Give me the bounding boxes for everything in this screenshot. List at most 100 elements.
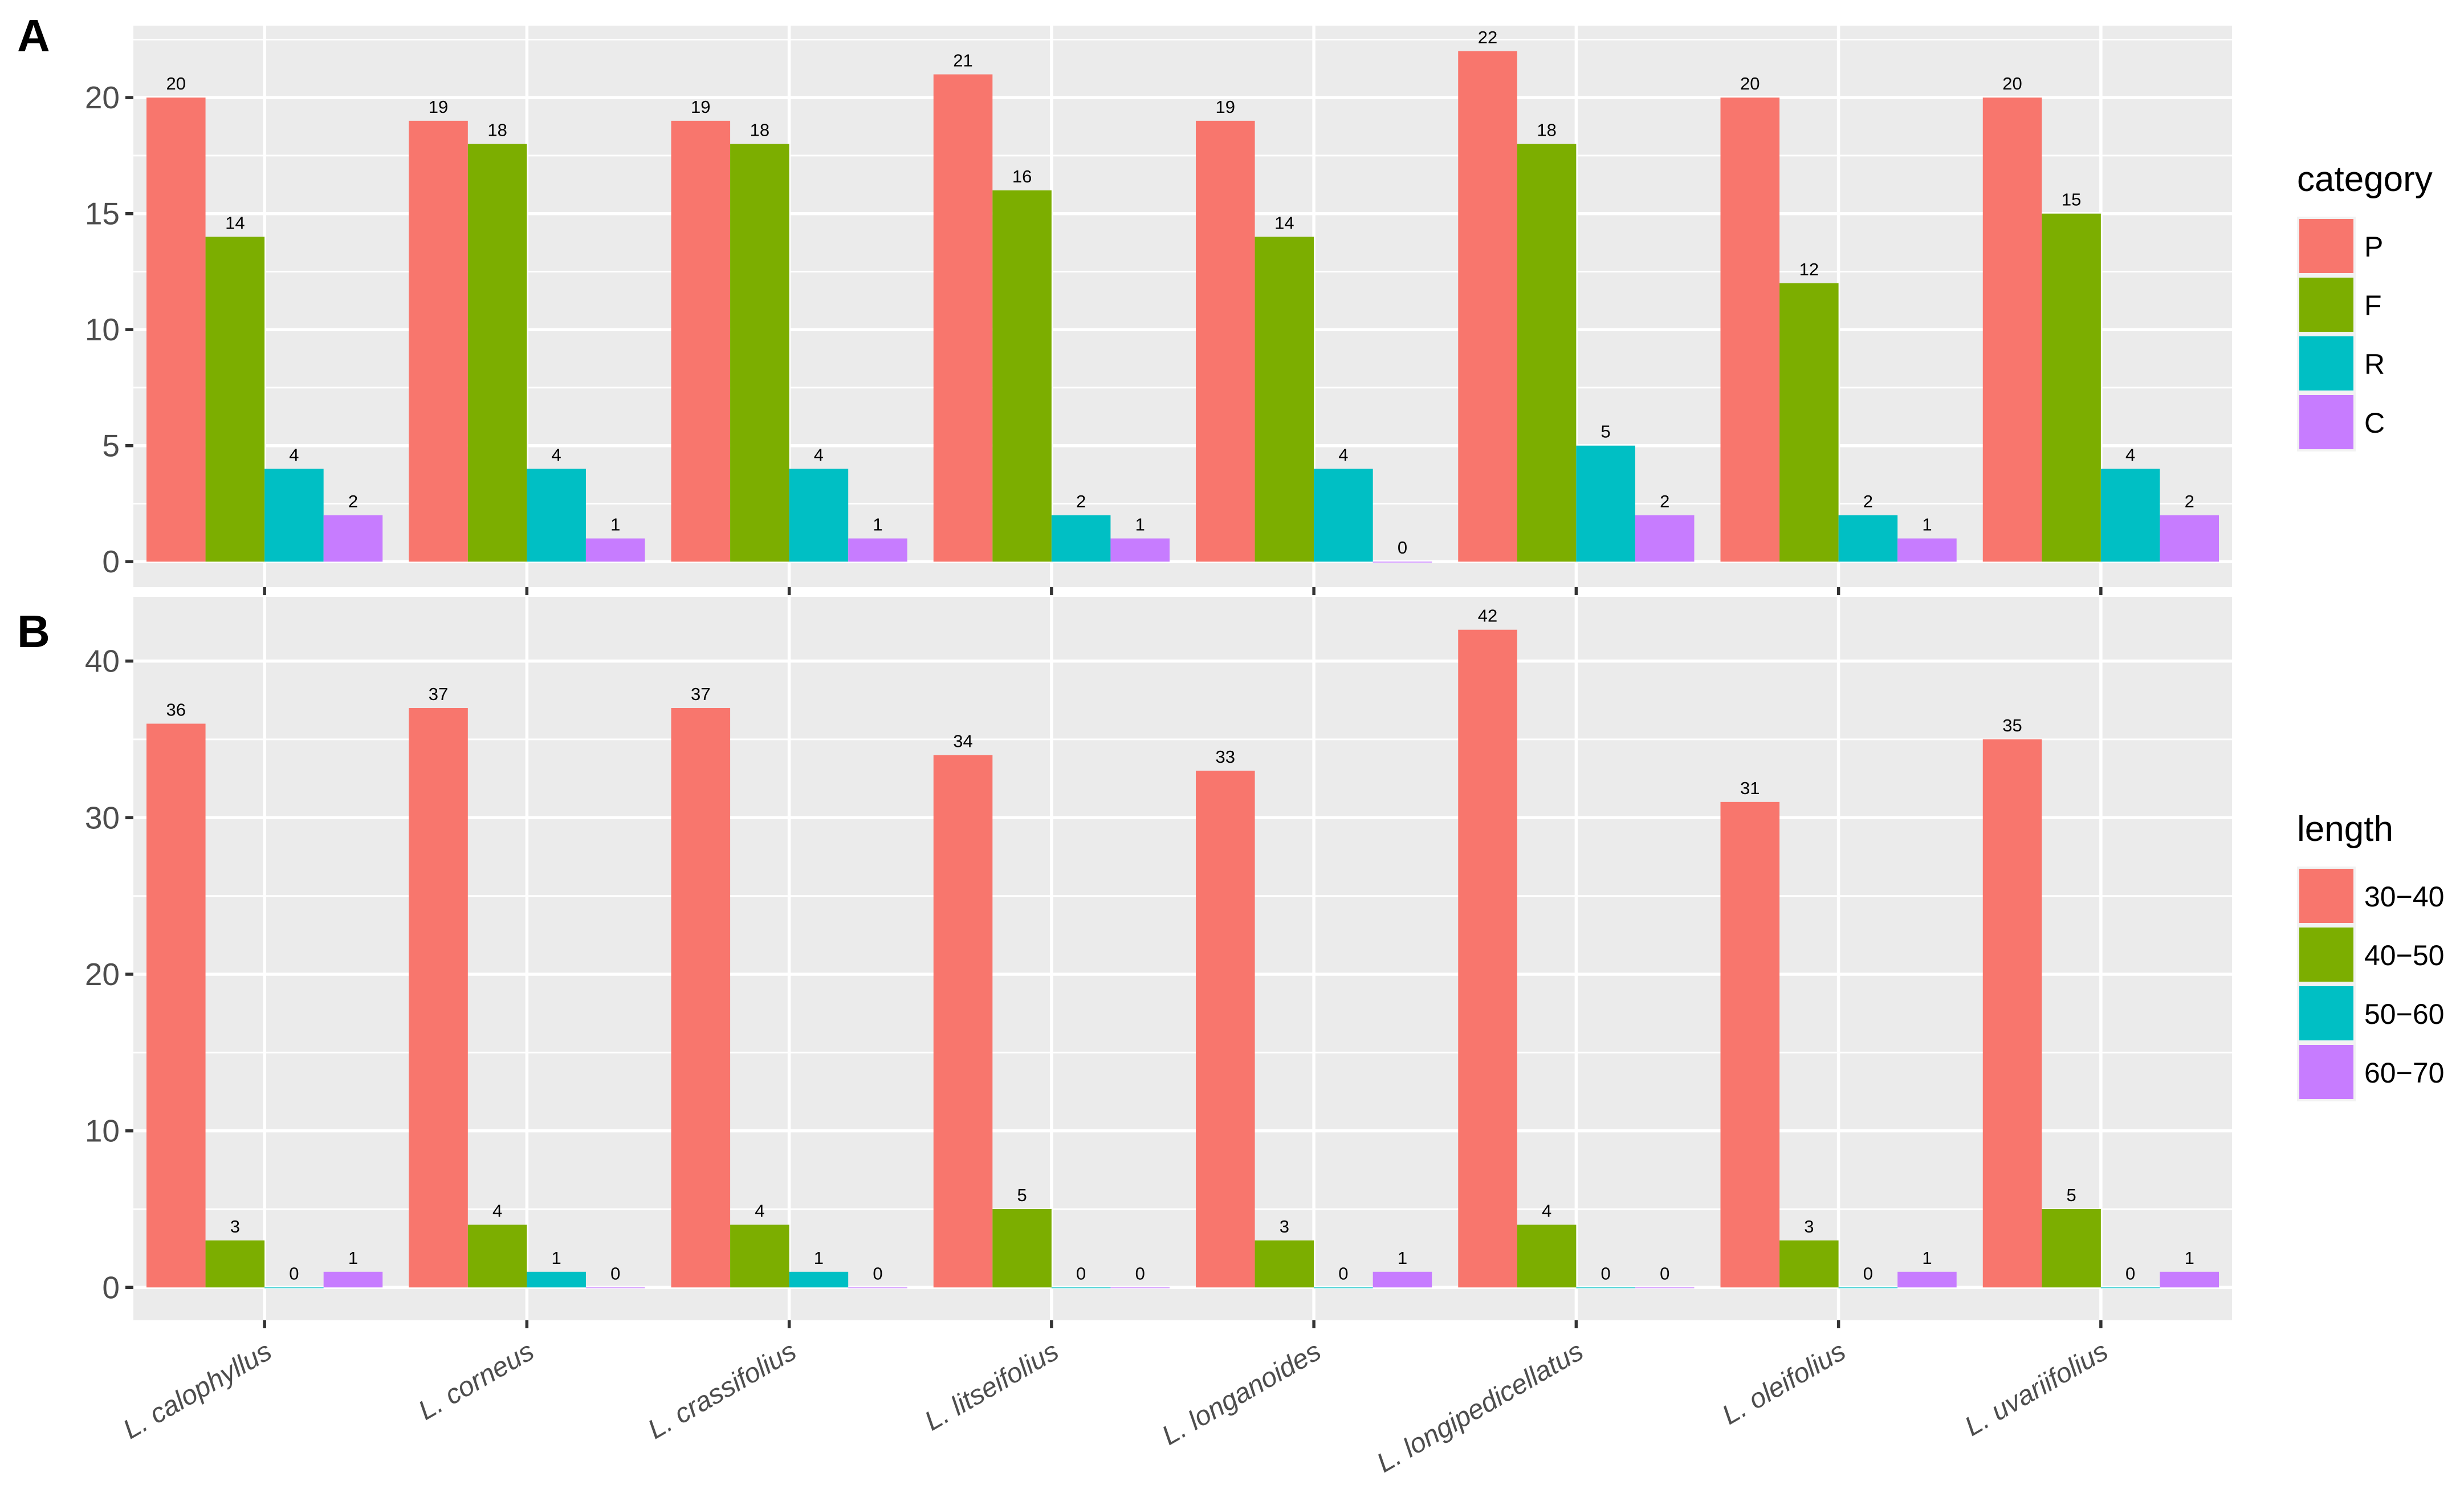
- bar-r-l-calophyllus: [264, 469, 324, 562]
- legend-label: F: [2364, 290, 2382, 322]
- bar-c-l-longipedicellatus: [1635, 515, 1695, 562]
- bar-value-label: 34: [953, 731, 972, 751]
- x-tick-label: L. uvariifolius: [1960, 1336, 2113, 1442]
- bar-30-40-l-corneus: [409, 708, 468, 1288]
- legend-title: category: [2297, 160, 2433, 199]
- bar-value-label: 37: [429, 684, 448, 704]
- bar-value-label: 4: [814, 445, 824, 465]
- bar-f-l-calophyllus: [205, 237, 265, 562]
- bar-value-label: 19: [1216, 97, 1235, 117]
- bar-value-label: 19: [691, 97, 710, 117]
- bar-value-label: 0: [1398, 538, 1407, 558]
- bar-f-l-longipedicellatus: [1517, 144, 1577, 562]
- bar-value-label: 1: [348, 1248, 358, 1268]
- y-tick-label: 20: [85, 957, 120, 992]
- bar-50-60-l-longipedicellatus: [1576, 1287, 1635, 1288]
- bar-value-label: 3: [1280, 1217, 1289, 1236]
- x-tick-label: L. oleifolius: [1717, 1336, 1851, 1431]
- legend-swatch-50-60: [2299, 986, 2353, 1040]
- bar-r-l-longanoides: [1314, 469, 1373, 562]
- bar-40-50-l-oleifolius: [1779, 1240, 1839, 1288]
- bar-60-70-l-longanoides: [1372, 1271, 1432, 1288]
- x-tick-label: L. longanoides: [1157, 1336, 1326, 1451]
- y-tick-label: 40: [85, 644, 120, 679]
- bar-f-l-longanoides: [1255, 237, 1314, 562]
- bar-f-l-oleifolius: [1779, 283, 1839, 562]
- bar-value-label: 1: [610, 515, 620, 535]
- bar-p-l-longipedicellatus: [1458, 51, 1517, 562]
- bar-value-label: 31: [1740, 778, 1760, 798]
- x-tick-label: L. crassifolius: [643, 1336, 801, 1445]
- bar-value-label: 12: [1799, 259, 1819, 279]
- bar-50-60-l-longanoides: [1314, 1287, 1373, 1288]
- bar-p-l-longanoides: [1196, 120, 1255, 562]
- bar-50-60-l-corneus: [527, 1271, 586, 1288]
- bar-value-label: 22: [1478, 27, 1497, 47]
- bar-value-label: 2: [348, 491, 358, 511]
- bar-value-label: 2: [1660, 491, 1669, 511]
- panel-background: [133, 597, 2232, 1320]
- bar-value-label: 0: [2125, 1263, 2135, 1283]
- legend-swatch-p: [2299, 219, 2353, 273]
- bar-40-50-l-longanoides: [1255, 1240, 1314, 1288]
- bar-value-label: 0: [1135, 1263, 1145, 1283]
- bar-30-40-l-uvariifolius: [1982, 739, 2042, 1288]
- bar-30-40-l-litseifolius: [933, 755, 993, 1288]
- bar-value-label: 1: [814, 1248, 824, 1268]
- bar-p-l-oleifolius: [1720, 97, 1780, 562]
- bar-p-l-uvariifolius: [1982, 97, 2042, 562]
- bar-value-label: 20: [1740, 74, 1760, 93]
- bar-40-50-l-longipedicellatus: [1517, 1225, 1577, 1288]
- bar-value-label: 20: [166, 74, 186, 93]
- legend-label: 40−50: [2364, 939, 2444, 971]
- legend-length: length 30−40 40−50 50−60 60−70: [2297, 810, 2444, 1101]
- bar-value-label: 18: [487, 120, 507, 140]
- bar-value-label: 0: [289, 1263, 299, 1283]
- bar-40-50-l-calophyllus: [205, 1240, 265, 1288]
- legend-label: 30−40: [2364, 881, 2444, 913]
- y-tick-label: 10: [85, 312, 120, 347]
- y-tick-label: 30: [85, 800, 120, 835]
- bar-c-l-litseifolius: [1110, 538, 1170, 562]
- bar-c-l-uvariifolius: [2160, 515, 2219, 562]
- bar-value-label: 20: [2002, 74, 2022, 93]
- bar-50-60-l-crassifolius: [789, 1271, 849, 1288]
- y-tick-label: 20: [85, 80, 120, 115]
- legend-label: P: [2364, 231, 2383, 263]
- x-axis: L. calophyllus L. corneus L. crassifolius L…: [118, 1336, 2113, 1479]
- bar-value-label: 2: [2185, 491, 2194, 511]
- legend-title: length: [2297, 810, 2393, 849]
- bar-value-label: 1: [1922, 515, 1932, 535]
- bar-value-label: 0: [1660, 1263, 1669, 1283]
- bar-30-40-l-crassifolius: [671, 708, 731, 1288]
- bar-value-label: 42: [1478, 606, 1497, 626]
- legend-label: R: [2364, 348, 2385, 380]
- bar-p-l-corneus: [409, 120, 468, 562]
- bar-f-l-corneus: [467, 144, 527, 562]
- y-tick-label: 5: [102, 428, 120, 463]
- bar-value-label: 3: [1804, 1217, 1814, 1236]
- bar-40-50-l-corneus: [467, 1225, 527, 1288]
- bar-50-60-l-oleifolius: [1838, 1287, 1898, 1288]
- bar-60-70-l-uvariifolius: [2160, 1271, 2219, 1288]
- bar-50-60-l-uvariifolius: [2100, 1287, 2160, 1288]
- bar-30-40-l-longanoides: [1196, 770, 1255, 1288]
- bar-60-70-l-longipedicellatus: [1635, 1287, 1695, 1288]
- bar-value-label: 18: [1537, 120, 1556, 140]
- bar-r-l-crassifolius: [789, 469, 849, 562]
- bar-value-label: 0: [610, 1263, 620, 1283]
- bar-value-label: 1: [2185, 1248, 2194, 1268]
- bar-p-l-calophyllus: [146, 97, 206, 562]
- bar-60-70-l-corneus: [585, 1287, 645, 1288]
- bar-r-l-corneus: [527, 469, 586, 562]
- bar-f-l-litseifolius: [992, 190, 1052, 562]
- bar-value-label: 18: [750, 120, 769, 140]
- legend-label: 50−60: [2364, 998, 2444, 1030]
- bar-50-60-l-calophyllus: [264, 1287, 324, 1288]
- bar-value-label: 1: [873, 515, 882, 535]
- bar-value-label: 33: [1216, 747, 1235, 767]
